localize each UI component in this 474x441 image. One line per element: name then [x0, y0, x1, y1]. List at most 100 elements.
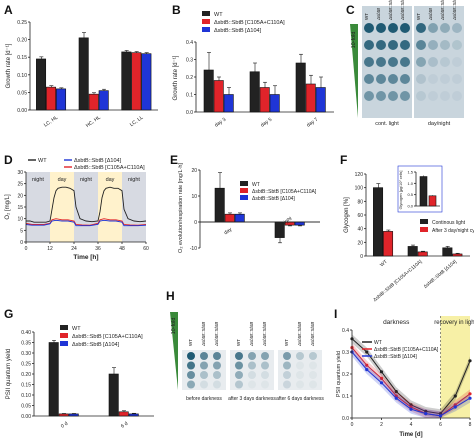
panel-G-bar	[48, 342, 59, 417]
panel-D-y-tick-label: 15	[17, 205, 23, 211]
panel-H-colony-spot	[283, 352, 291, 360]
panel-C-colony-spot	[364, 23, 374, 33]
panel-I-point	[453, 405, 457, 409]
panel-label-A: A	[4, 3, 13, 17]
panel-C-strain-label: ΔsbtB::SbtB	[400, 0, 405, 21]
panel-A-x-tick-label: HC, HL	[85, 115, 102, 129]
panel-C-colony-spot	[388, 23, 398, 33]
panel-C-tenfold-label: 10-fold	[351, 32, 357, 49]
panel-C-strain-label: ΔsbtB	[376, 8, 381, 21]
panel-B-y-tick-label: 0.0	[186, 110, 193, 116]
panel-D-x-label: Time [h]	[73, 254, 98, 261]
panel-I-y-tick-label: 0.1	[342, 394, 349, 400]
panel-A-x-tick-label: LC, LL	[129, 115, 145, 128]
panel-C-colony-spot	[400, 57, 410, 67]
panel-H-colony-spot	[235, 352, 243, 360]
panel-D-night-band	[74, 172, 98, 242]
panel-D-x-tick-label: 24	[71, 246, 77, 252]
panel-G-y-tick-label: 0.20	[21, 372, 31, 378]
panel-I-y-tick-label: 0.0	[342, 416, 349, 422]
panel-H-strain-label: WT	[236, 339, 241, 346]
panel-F-inset-tick-label: 1.5	[407, 170, 413, 175]
panel-H-colony-spot	[309, 371, 317, 379]
panel-D-night-band	[26, 172, 50, 242]
panel-A-bar	[131, 52, 142, 111]
panel-E-legend-label: WT	[252, 182, 260, 188]
panel-E-x-tick-label: night	[281, 215, 294, 226]
panel-A-bar	[36, 58, 47, 111]
panel-G-bar	[68, 413, 79, 417]
panel-C-colony-spot	[388, 40, 398, 50]
panel-G-legend-label: ΔsbtB::SbtB [C105A+C110A]	[72, 334, 143, 340]
panel-B-bar	[295, 62, 306, 113]
panel-B-bar	[269, 94, 280, 113]
panel-I-point	[365, 363, 369, 367]
panel-B-legend-label: ΔsbtB::SbtB [Δ104]	[214, 28, 262, 34]
panel-I-y-tick-label: 0.2	[342, 372, 349, 378]
panel-H-strain-label: ΔsbtB::SbtB	[310, 322, 315, 347]
panel-B-legend-swatch	[202, 11, 210, 16]
panel-C-colony-spot	[364, 74, 374, 84]
panel-H-colony-spot	[296, 352, 304, 360]
panel-C-colony-spot	[400, 91, 410, 101]
panel-F-y-tick-label: 80	[357, 199, 363, 205]
panel-B-x-tick-label: day 5	[260, 117, 274, 129]
panel-C-colony-spot	[452, 74, 462, 84]
panel-B-bar	[203, 69, 214, 113]
panel-I-point	[453, 394, 457, 398]
panel-I-legend-label: ΔsbtB::SbtB [C105A+C110A]	[374, 347, 439, 353]
panel-E-x-tick-label: day	[223, 226, 233, 236]
panel-D-phase-label: day	[106, 177, 115, 183]
panel-F-legend-swatch	[420, 219, 428, 224]
panel-H-colony-spot	[283, 380, 291, 389]
panel-C-colony-spot	[388, 91, 398, 101]
panel-H-condition-label: after 3 days darkness	[228, 396, 276, 402]
panel-I-point	[394, 396, 398, 400]
panel-H-colony-spot	[235, 361, 243, 370]
panel-I-point	[409, 403, 413, 407]
panel-G-y-tick-label: 0.05	[21, 404, 31, 410]
panel-F-inset-tick-label: 0.5	[407, 192, 413, 197]
panel-E-y-tick-label: 0	[194, 220, 197, 226]
panel-G-x-tick-label: 0 d	[60, 421, 69, 430]
panel-C-colony-spot	[428, 57, 438, 67]
panel-D-series-line	[25, 219, 147, 227]
panel-C-colony-spot	[364, 91, 374, 101]
panel-label-F: F	[340, 153, 347, 167]
panel-I-legend-label: WT	[374, 340, 382, 346]
panel-E-y-tick-label: -10	[190, 246, 197, 252]
panel-D-series-line	[26, 186, 147, 223]
panel-H-condition-label: before darkness	[186, 396, 222, 402]
panel-C-strain-label: WT	[364, 13, 369, 20]
panel-C-colony-spot	[428, 40, 438, 50]
panel-F-bar	[383, 231, 394, 257]
panel-G-y-tick-label: 0.30	[21, 351, 31, 357]
panel-C-colony-spot	[364, 57, 374, 67]
panel-D-x-tick-label: 12	[47, 246, 53, 252]
panel-C-colony-spot	[416, 23, 426, 33]
panel-G-y-tick-label: 0.40	[21, 330, 31, 336]
panel-B-x-tick-label: day 7	[306, 117, 320, 129]
panel-H-colony-spot	[248, 361, 256, 370]
panel-G-legend-label: WT	[72, 326, 81, 332]
panel-H-strain-label: WT	[188, 339, 193, 346]
panel-F-bar	[442, 247, 453, 257]
panel-B-y-tick-label: 0.1	[186, 93, 193, 99]
panel-C-colony-spot	[440, 23, 450, 33]
panel-D-y-tick-label: 25	[17, 182, 23, 188]
panel-D-x-tick-label: 48	[119, 246, 125, 252]
panel-E-bar	[214, 187, 225, 223]
panel-B-legend-label: WT	[214, 12, 223, 18]
panel-I-point	[365, 368, 369, 372]
panel-F-inset-tick-label: 1.0	[407, 181, 413, 186]
panel-A-bar	[46, 86, 57, 111]
panel-G-y-tick-label: 0.15	[21, 383, 31, 389]
panel-E-bar	[234, 213, 245, 223]
panel-I-y-tick-label: 0.3	[342, 350, 349, 356]
panel-G-legend-swatch	[60, 333, 68, 338]
panel-F-y-tick-label: 0	[360, 254, 363, 260]
panel-C-colony-spot	[428, 74, 438, 84]
panel-I-x-tick-label: 6	[439, 422, 442, 428]
panel-I-y-tick-label: 0.4	[342, 328, 349, 334]
panel-B-bar	[213, 80, 224, 113]
